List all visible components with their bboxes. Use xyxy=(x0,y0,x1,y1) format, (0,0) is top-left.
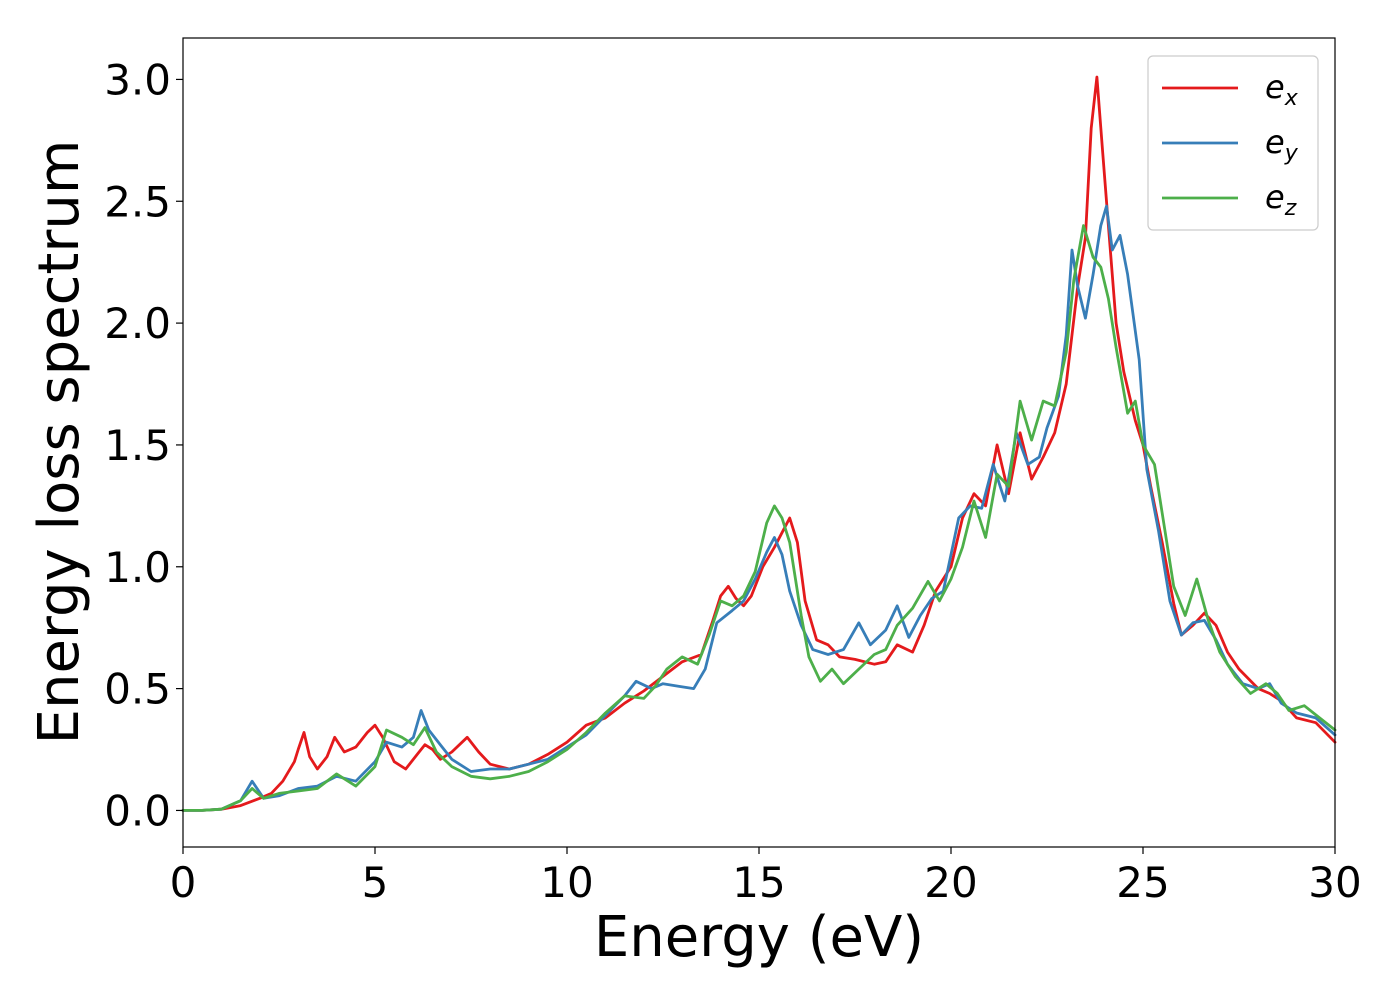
y-axis-title: Energy loss spectrum xyxy=(27,140,92,745)
x-tick-label: 10 xyxy=(540,858,593,907)
legend-label-z: ez xyxy=(1265,178,1297,221)
y-tick-label: 2.0 xyxy=(104,299,171,348)
x-tick-label: 5 xyxy=(362,858,389,907)
x-tick-label: 25 xyxy=(1116,858,1169,907)
x-tick-label: 0 xyxy=(170,858,197,907)
y-tick-label: 1.5 xyxy=(104,421,171,470)
series-line-y xyxy=(181,204,1337,812)
series-line-x xyxy=(181,75,1337,812)
y-tick-label: 0.0 xyxy=(104,786,171,835)
legend-label-y: ey xyxy=(1265,123,1299,166)
x-axis-ticks: 0 5 10 15 20 25 30 xyxy=(170,847,1362,907)
x-axis-title: Energy (eV) xyxy=(594,905,924,970)
y-axis-ticks: 0.0 0.5 1.0 1.5 2.0 2.5 3.0 xyxy=(104,55,183,835)
y-tick-label: 3.0 xyxy=(104,55,171,104)
legend: ex ey ez xyxy=(1147,55,1319,231)
x-tick-label: 20 xyxy=(924,858,977,907)
x-tick-label: 15 xyxy=(732,858,785,907)
plot-series-group xyxy=(181,75,1337,812)
y-tick-label: 0.5 xyxy=(104,665,171,714)
series-line-z xyxy=(181,224,1337,812)
y-tick-label: 1.0 xyxy=(104,543,171,592)
x-tick-label: 30 xyxy=(1308,858,1361,907)
legend-label-x: ex xyxy=(1265,68,1299,111)
y-tick-label: 2.5 xyxy=(104,177,171,226)
